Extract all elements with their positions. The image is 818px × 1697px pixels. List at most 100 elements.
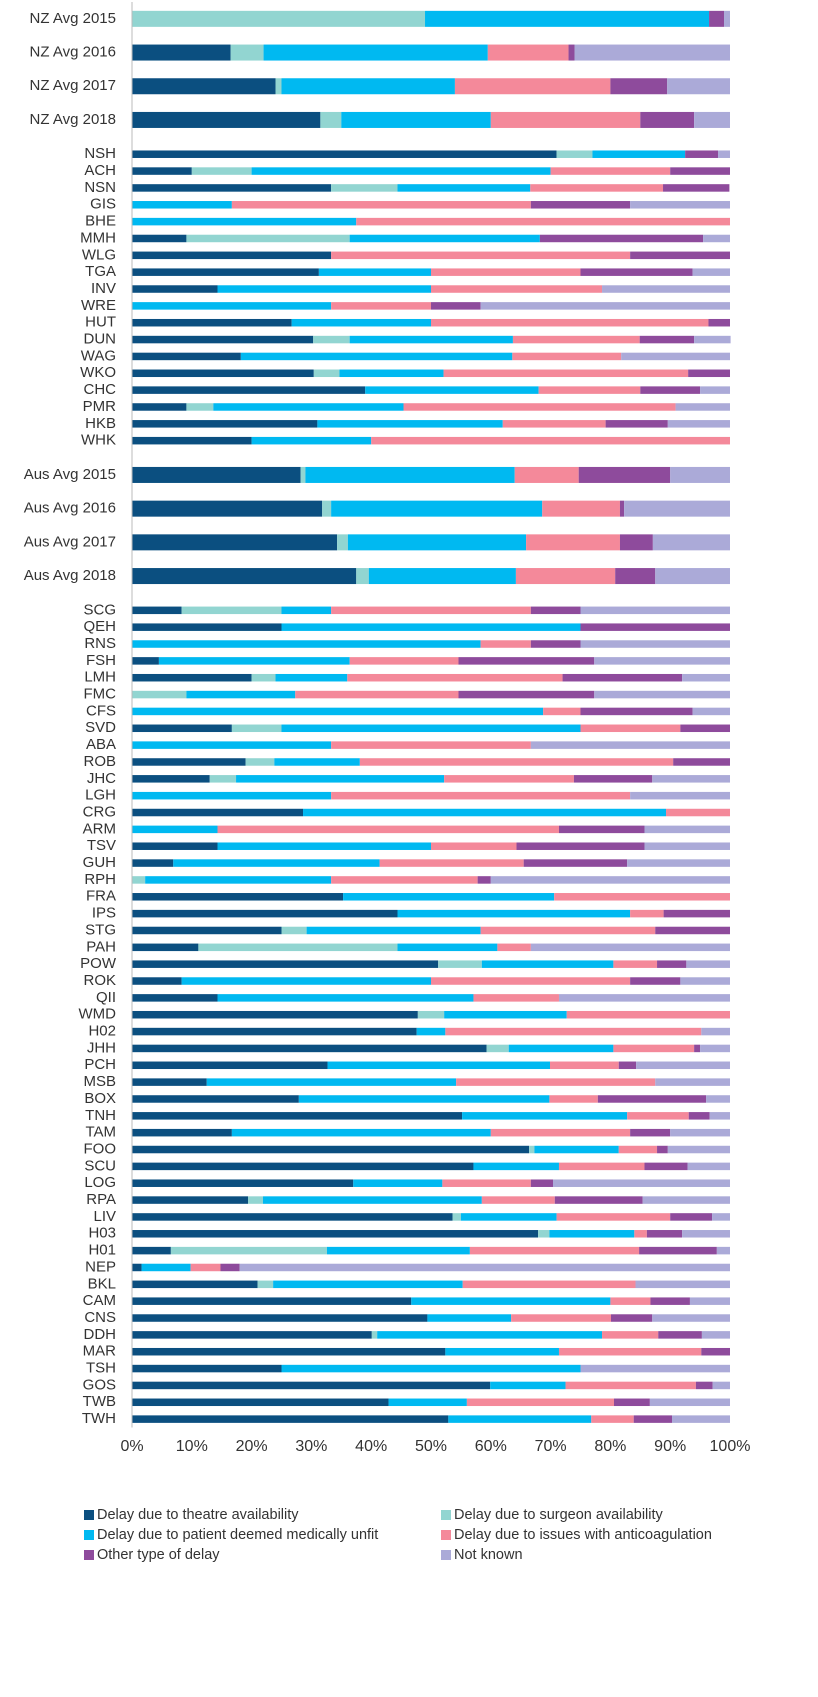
bar-segment: [231, 1128, 491, 1137]
bar-segment: [574, 44, 730, 61]
bar-segment: [327, 1061, 551, 1070]
bar-segment: [275, 673, 348, 682]
bar-segment: [686, 960, 730, 968]
bar-segment: [132, 466, 301, 483]
bar-segment: [650, 1297, 690, 1305]
bar-segment: [486, 1044, 509, 1053]
bar-segment: [516, 842, 645, 850]
bar-segment: [639, 335, 695, 344]
bar-segment: [281, 926, 307, 935]
bar-segment: [132, 994, 218, 1002]
bar-segment: [512, 335, 640, 344]
x-tick-label: 0%: [120, 1438, 143, 1455]
bar-segment: [580, 1364, 730, 1373]
category-label: ACH: [84, 162, 116, 179]
bar-segment: [566, 1010, 730, 1019]
bar-segment: [305, 466, 515, 483]
bar-segment: [209, 775, 237, 783]
bar-segment: [670, 1128, 730, 1137]
bar-segment: [132, 352, 241, 361]
bar-segment: [630, 791, 730, 800]
x-tick-label: 90%: [654, 1438, 686, 1455]
bar-segment: [689, 1297, 730, 1305]
bar-segment: [331, 876, 478, 884]
bar-segment: [217, 825, 559, 834]
bar-segment: [341, 111, 491, 128]
bar-segment: [480, 926, 656, 935]
category-label: BKL: [88, 1275, 116, 1292]
bar-segment: [257, 1280, 274, 1289]
bar-segment: [371, 436, 730, 445]
bar-segment: [646, 1230, 683, 1238]
bar-segment: [132, 791, 332, 800]
category-label: Aus Avg 2018: [24, 567, 116, 584]
bar-segment: [592, 150, 686, 158]
bar-segment: [627, 1112, 689, 1120]
legend-label: Delay due to theatre availability: [97, 1507, 299, 1523]
bar-segment: [549, 1230, 635, 1238]
bar-segment: [657, 1145, 668, 1154]
bar-segment: [466, 1398, 614, 1407]
bar-segment: [186, 690, 296, 699]
category-label: Aus Avg 2017: [24, 533, 116, 550]
bar-segment: [480, 302, 730, 310]
bar-segment: [132, 111, 321, 128]
legend-label: Other type of delay: [97, 1547, 220, 1563]
bar-segment: [349, 234, 540, 243]
category-label: WAG: [81, 347, 116, 364]
bar-segment: [388, 1398, 467, 1407]
bar-segment: [627, 859, 730, 867]
bar-segment: [539, 234, 704, 243]
bar-segment: [431, 268, 581, 276]
bar-segment: [132, 403, 187, 411]
bar-segment: [371, 1331, 378, 1339]
bar-segment: [634, 1230, 647, 1238]
bar-segment: [320, 111, 342, 128]
category-label: SCU: [84, 1157, 116, 1174]
bar-segment: [198, 943, 398, 952]
bar-segment: [663, 909, 730, 918]
category-label: Aus Avg 2016: [24, 500, 116, 517]
bar-segment: [377, 1331, 603, 1339]
bar-segment: [712, 1381, 730, 1390]
bar-segment: [132, 318, 292, 327]
bar-segment: [291, 318, 431, 327]
bar-segment: [132, 893, 344, 901]
category-label: QII: [96, 989, 116, 1006]
x-tick-label: 80%: [594, 1438, 626, 1455]
category-label: NEP: [85, 1258, 116, 1275]
bar-segment: [480, 640, 531, 648]
bar-segment: [477, 876, 491, 884]
bar-segment: [685, 150, 719, 158]
category-label: INV: [91, 280, 116, 297]
bar-segment: [217, 285, 431, 293]
x-tick-label: 100%: [710, 1438, 751, 1455]
bar-segment: [591, 1415, 634, 1423]
bar-segment: [132, 1331, 372, 1339]
bar-segment: [132, 568, 357, 585]
bar-segment: [663, 184, 730, 192]
bar-segment: [300, 466, 306, 483]
category-label: TSV: [87, 837, 116, 854]
bar-segment: [442, 1179, 531, 1187]
bar-segment: [530, 1179, 553, 1187]
bar-segment: [667, 1145, 730, 1154]
category-label: LIV: [93, 1208, 116, 1225]
bar-segment: [481, 960, 614, 968]
category-label: JHC: [87, 770, 116, 787]
bar-segment: [526, 534, 620, 551]
category-label: MAR: [83, 1343, 117, 1360]
bar-segment: [573, 775, 653, 783]
bar-segment: [534, 1145, 619, 1154]
bar-segment: [132, 44, 231, 61]
bar-segment: [132, 859, 174, 867]
x-tick-label: 50%: [415, 1438, 447, 1455]
bar-segment: [558, 1162, 645, 1171]
bar-segment: [239, 1263, 730, 1272]
category-label: GUH: [83, 854, 116, 871]
bar-segment: [613, 1044, 695, 1053]
bar-segment: [132, 960, 439, 968]
category-label: CFS: [86, 702, 116, 719]
bar-segment: [610, 78, 668, 95]
bar-segment: [303, 808, 667, 817]
